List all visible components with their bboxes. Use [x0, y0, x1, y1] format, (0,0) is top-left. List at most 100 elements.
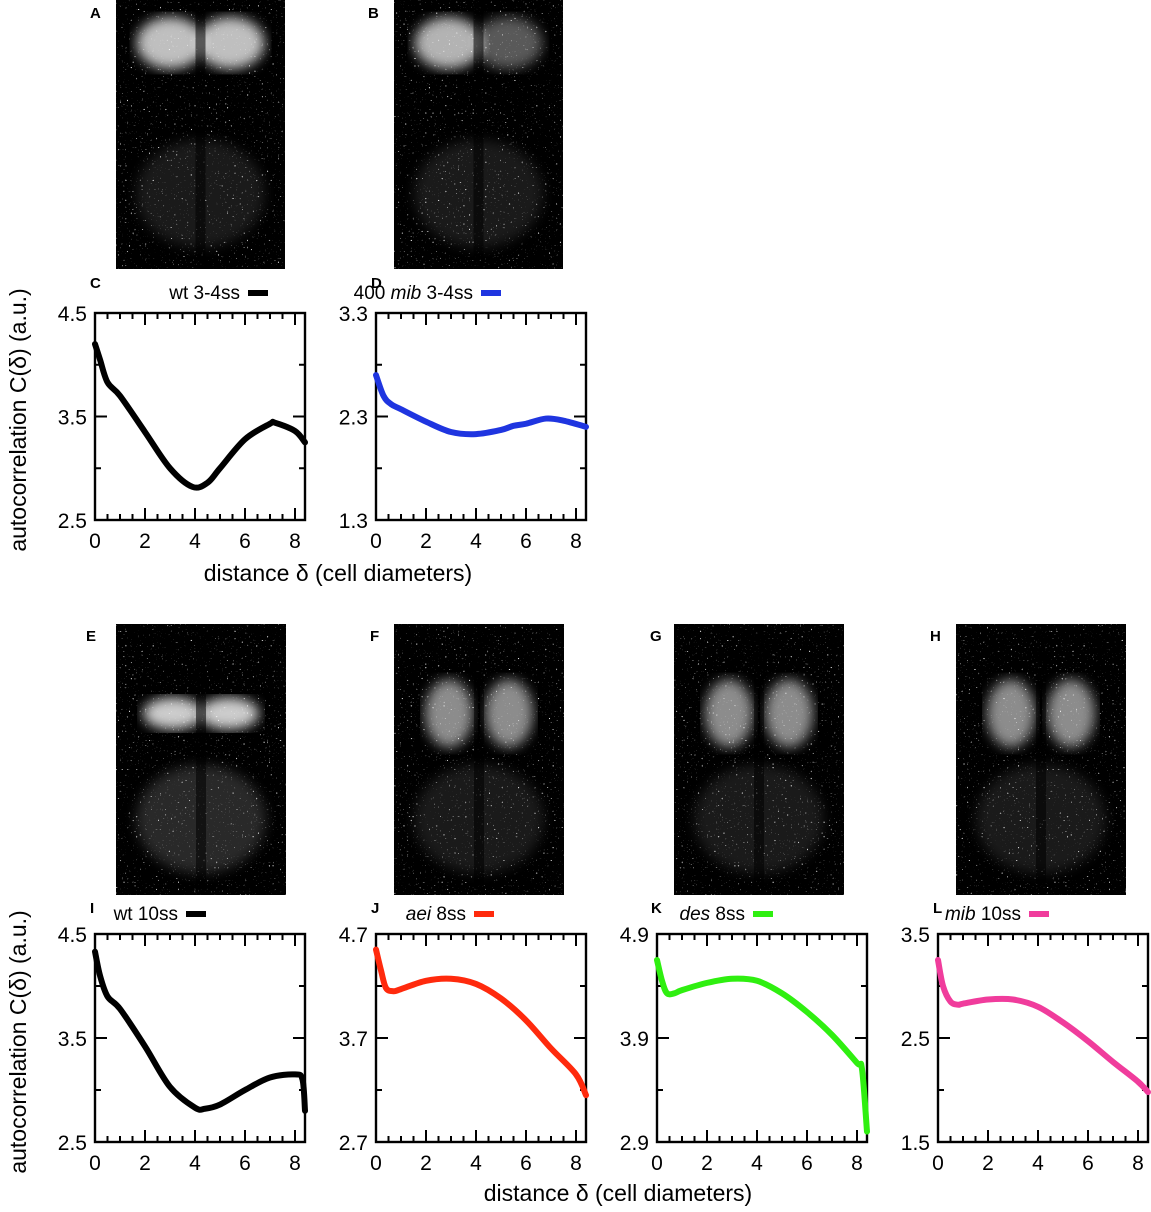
- plot-frame: [936, 932, 1150, 1144]
- midline: [754, 624, 764, 895]
- y-tick-label: 2.3: [339, 407, 368, 430]
- x-tick-label: 6: [520, 530, 532, 553]
- x-tick-label: 0: [89, 1152, 101, 1175]
- plot-frame: [374, 932, 588, 1144]
- legend-label-part: mib: [391, 283, 422, 304]
- legend-label: 400 mib 3-4ss: [354, 283, 473, 304]
- x-tick-label: 6: [520, 1152, 532, 1175]
- y-tick-label: 3.9: [620, 1028, 649, 1051]
- legend-label-part: 8ss: [710, 904, 745, 925]
- x-axis-title-bottom: distance δ (cell diameters): [484, 1180, 752, 1206]
- panel-letter: L: [933, 900, 942, 917]
- series-line: [92, 948, 308, 1114]
- chart-panel-j: 0 2 4 6 8 2.7 3.7 4.7J aei 8ss: [339, 900, 589, 1175]
- y-tick-label: 4.5: [58, 924, 87, 947]
- series-line: [373, 946, 589, 1099]
- x-tick-label: 0: [370, 1152, 382, 1175]
- y-axis-title-top: autocorrelation C(δ) (a.u.): [5, 288, 31, 551]
- legend-label-part: aei: [406, 904, 432, 925]
- panel-letter: F: [370, 628, 379, 645]
- image-panel-a: A: [90, 0, 285, 269]
- x-tick-label: 8: [570, 530, 582, 553]
- x-tick-label: 4: [751, 1152, 763, 1175]
- y-tick-label: 1.3: [339, 510, 368, 533]
- x-tick-label: 0: [370, 530, 382, 553]
- y-tick-label: 3.5: [58, 407, 87, 430]
- panel-letter: C: [90, 275, 101, 292]
- x-tick-label: 2: [139, 530, 151, 553]
- image-panel-b: B: [368, 0, 563, 269]
- legend-label-part: wt 3-4ss: [168, 283, 240, 304]
- legend-label: wt 3-4ss: [168, 283, 240, 304]
- x-tick-label: 4: [470, 530, 482, 553]
- x-tick-label: 4: [189, 1152, 201, 1175]
- x-tick-label: 0: [651, 1152, 663, 1175]
- y-tick-label: 4.9: [620, 924, 649, 947]
- x-tick-label: 2: [701, 1152, 713, 1175]
- image-panel-f: F: [370, 624, 564, 895]
- midline: [1036, 624, 1046, 895]
- legend-label: aei 8ss: [406, 904, 466, 925]
- y-tick-label: 3.5: [58, 1028, 87, 1051]
- x-tick-label: 2: [982, 1152, 994, 1175]
- panel-letter: B: [368, 5, 379, 22]
- microscopy-images: A B E F G H: [86, 0, 1126, 895]
- y-tick-label: 4.5: [58, 303, 87, 326]
- panel-letter: A: [90, 5, 101, 22]
- x-tick-label: 8: [1132, 1152, 1144, 1175]
- x-tick-label: 0: [932, 1152, 944, 1175]
- panel-letter: J: [371, 900, 379, 917]
- x-tick-label: 4: [470, 1152, 482, 1175]
- legend-label-part: 8ss: [431, 904, 466, 925]
- x-tick-label: 6: [239, 1152, 251, 1175]
- panel-letter: H: [930, 628, 941, 645]
- x-tick-label: 0: [89, 530, 101, 553]
- x-tick-label: 4: [189, 530, 201, 553]
- legend-label: des 8ss: [680, 904, 746, 925]
- x-tick-label: 2: [420, 1152, 432, 1175]
- legend-label: wt 10ss: [113, 904, 178, 925]
- legend-label-part: 400: [354, 283, 391, 304]
- chart-panel-k: 0 2 4 6 8 2.9 3.9 4.9K des 8ss: [620, 900, 870, 1175]
- y-tick-label: 3.5: [901, 924, 930, 947]
- x-tick-label: 2: [139, 1152, 151, 1175]
- panel-letter: G: [650, 628, 662, 645]
- legend-label-part: des: [680, 904, 711, 925]
- series-line: [935, 957, 1151, 1096]
- series-line: [373, 372, 589, 438]
- x-tick-label: 2: [420, 530, 432, 553]
- x-tick-label: 6: [1082, 1152, 1094, 1175]
- legend-label-part: mib: [945, 904, 976, 925]
- chart-panel-l: 0 2 4 6 8 1.5 2.5 3.5L mib 10ss: [901, 900, 1151, 1175]
- legend-label: mib 10ss: [945, 904, 1021, 925]
- panel-letter: E: [86, 628, 96, 645]
- midline: [195, 0, 206, 269]
- midline: [474, 624, 484, 895]
- chart-panel-c: 0 2 4 6 8 2.5 3.5 4.5C wt 3-4ss: [58, 275, 308, 553]
- y-tick-label: 2.5: [58, 1132, 87, 1155]
- x-tick-label: 4: [1032, 1152, 1044, 1175]
- y-tick-label: 2.7: [339, 1132, 368, 1155]
- legend-label-part: wt 10ss: [113, 904, 178, 925]
- legend-label-part: 10ss: [976, 904, 1021, 925]
- y-axis-title-bottom: autocorrelation C(δ) (a.u.): [5, 910, 31, 1173]
- x-tick-label: 8: [289, 530, 301, 553]
- panel-letter: I: [90, 900, 94, 917]
- x-tick-label: 6: [801, 1152, 813, 1175]
- y-tick-label: 2.9: [620, 1132, 649, 1155]
- x-tick-label: 8: [570, 1152, 582, 1175]
- chart-panel-i: 0 2 4 6 8 2.5 3.5 4.5I wt 10ss: [58, 900, 308, 1175]
- y-tick-label: 2.5: [901, 1028, 930, 1051]
- series-line: [92, 341, 308, 491]
- image-panel-e: E: [86, 624, 286, 895]
- y-tick-label: 3.3: [339, 303, 368, 326]
- legend-label-part: 3-4ss: [421, 283, 473, 304]
- series-line: [654, 957, 870, 1135]
- x-tick-label: 8: [851, 1152, 863, 1175]
- image-panel-h: H: [930, 624, 1126, 895]
- x-axis-title-top: distance δ (cell diameters): [204, 560, 472, 586]
- y-tick-label: 4.7: [339, 924, 368, 947]
